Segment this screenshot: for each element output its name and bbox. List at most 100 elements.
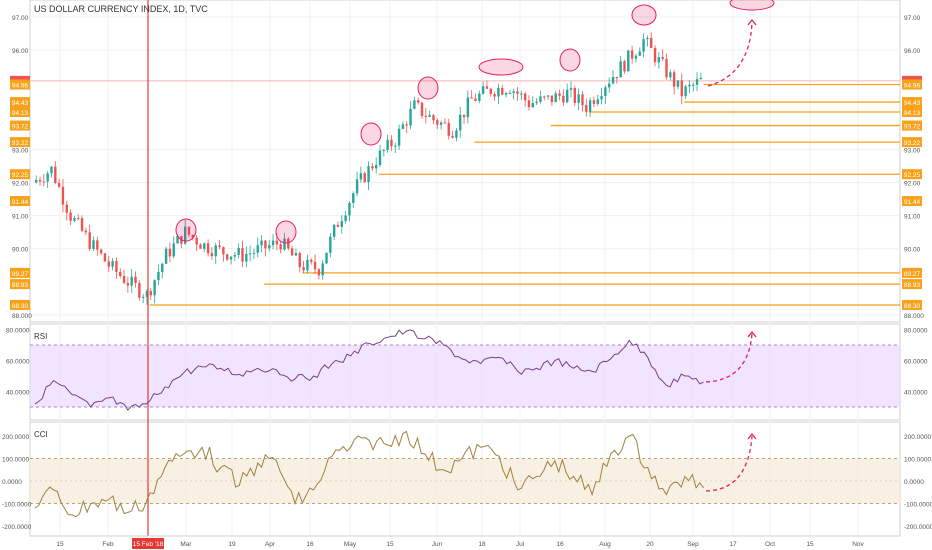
- highlight-ellipse: [360, 122, 382, 146]
- candle-body: [214, 245, 217, 257]
- x-tick-label: 20: [646, 541, 654, 548]
- candle-body: [630, 50, 634, 59]
- x-tick-label: Aug: [599, 541, 611, 548]
- cci-tick-left: 200.0000: [2, 434, 29, 441]
- candle-body: [191, 234, 195, 238]
- price-label-left-bg: [10, 299, 30, 310]
- candle-body: [218, 245, 221, 248]
- price-label-left-bg: [10, 120, 30, 131]
- candle-body: [508, 92, 512, 94]
- candle-body: [554, 93, 557, 103]
- x-tick-label: Jun: [432, 541, 443, 548]
- x-tick-label: Oct: [765, 541, 775, 548]
- candle-body: [245, 254, 248, 262]
- cci-tick-left: 0.0000: [2, 479, 22, 486]
- candle-body: [523, 93, 527, 101]
- candle-body: [176, 235, 179, 244]
- candle-body: [149, 291, 152, 296]
- y-tick-left: 96.00: [12, 48, 29, 55]
- candle-body: [539, 96, 542, 102]
- y-tick-left: 90.00: [12, 247, 29, 254]
- price-label-right: 89.27: [904, 271, 921, 278]
- price-label-right-bg: [902, 137, 922, 148]
- candle-body: [111, 261, 114, 267]
- candle-body: [669, 72, 672, 78]
- candle-body: [520, 93, 523, 95]
- candle-body: [187, 226, 191, 235]
- x-tick-label: Apr: [265, 541, 276, 548]
- candle-body: [141, 297, 145, 299]
- candle-body: [164, 248, 168, 264]
- price-label-left: 91.44: [12, 199, 29, 206]
- price-label-left: 88.30: [12, 303, 29, 310]
- candle-body: [409, 108, 412, 126]
- rsi-tick-right: 40.0000: [904, 390, 928, 397]
- highlight-ellipse: [275, 220, 297, 244]
- highlight-ellipse: [559, 48, 581, 72]
- rsi-tick-left: 40.0000: [6, 390, 30, 397]
- candle-body: [233, 254, 237, 257]
- candle-body: [268, 245, 271, 249]
- candle-body: [558, 93, 561, 96]
- x-tick-label: 15: [56, 541, 64, 548]
- x-tick-label: 15: [806, 541, 814, 548]
- candle-body: [428, 115, 431, 117]
- candle-body: [271, 240, 275, 246]
- cci-tick-left: 100.0000: [2, 457, 29, 464]
- x-tick-label: May: [344, 541, 357, 548]
- candle-body: [688, 84, 691, 87]
- candle-body: [466, 97, 470, 118]
- candle-body: [397, 128, 401, 146]
- candle-body: [222, 247, 225, 255]
- cci-tick-right: 0.0000: [904, 479, 924, 486]
- highlight-ellipse: [631, 4, 657, 26]
- cci-tick-right: 100.0000: [904, 457, 931, 464]
- price-label-right-bg: [902, 120, 922, 131]
- candle-body: [596, 99, 599, 104]
- x-tick-label: 16: [306, 541, 314, 548]
- y-tick-right: 90.00: [904, 247, 921, 254]
- price-label-left-bg: [10, 279, 30, 290]
- candle-body: [569, 88, 573, 90]
- y-tick-right: 92.00: [904, 181, 921, 188]
- candle-body: [107, 261, 110, 267]
- candle-body: [481, 86, 485, 94]
- candle-body: [611, 76, 615, 84]
- highlight-ellipse: [478, 58, 524, 76]
- x-tick-label: Mar: [180, 541, 192, 548]
- price-label-right: 94.96: [904, 83, 921, 90]
- candle-body: [50, 166, 53, 174]
- candle-body: [699, 77, 703, 80]
- candle-body: [371, 166, 374, 169]
- candle-body: [661, 57, 664, 59]
- candle-body: [535, 101, 538, 104]
- candle-body: [619, 61, 622, 78]
- price-label-right-bg: [902, 299, 922, 310]
- candle-body: [367, 166, 370, 183]
- candle-body: [420, 102, 424, 116]
- candle-body: [592, 100, 596, 104]
- price-label-right: 93.22: [904, 140, 921, 147]
- cci-tick-right: -100.0000: [904, 502, 932, 509]
- candle-body: [447, 122, 450, 136]
- candle-body: [581, 94, 584, 106]
- candle-body: [103, 253, 107, 262]
- price-label-left-bg: [10, 267, 30, 278]
- candle-body: [275, 240, 279, 245]
- highlight-ellipse: [417, 76, 439, 100]
- rsi-line: [34, 329, 704, 411]
- candle-body: [546, 95, 550, 97]
- highlight-ellipse: [175, 218, 197, 242]
- candle-body: [38, 180, 42, 182]
- candle-body: [264, 240, 267, 249]
- cci-label: CCI: [34, 430, 48, 439]
- candle-body: [321, 263, 324, 276]
- price-label-right: 92.25: [904, 172, 921, 179]
- candle-body: [210, 253, 214, 257]
- candle-body: [650, 38, 653, 49]
- x-tick-label: 15 Feb '18: [133, 541, 164, 548]
- candle-body: [527, 100, 531, 108]
- rsi-tick-right: 60.0000: [904, 359, 928, 366]
- candle-body: [642, 39, 645, 52]
- candle-body: [485, 86, 489, 89]
